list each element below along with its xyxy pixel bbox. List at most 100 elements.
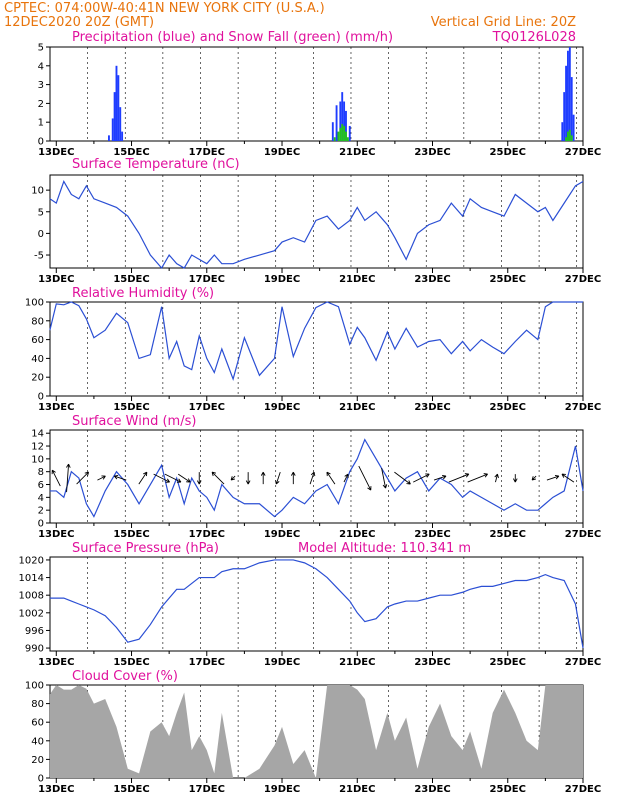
plot-frame	[49, 301, 584, 397]
y-tick-label: 1	[38, 118, 44, 129]
precip-bar	[121, 131, 124, 141]
x-date-label: 19DEC	[264, 529, 300, 540]
x-date-label: 13DEC	[38, 657, 74, 668]
y-tick-label: 80	[31, 316, 44, 327]
precip-bar	[119, 107, 122, 141]
wind-vector-arrow	[275, 471, 281, 485]
y-tick-label: 0	[38, 229, 44, 240]
y-tick-label: 5	[38, 43, 44, 54]
x-date-label: 23DEC	[414, 147, 450, 158]
x-date-label: 15DEC	[113, 402, 149, 413]
wind-vector-arrow	[394, 471, 411, 485]
x-date-label: 25DEC	[490, 147, 526, 158]
wind-vector-arrow	[381, 468, 388, 489]
x-date-label: 15DEC	[113, 657, 149, 668]
y-tick-label: 60	[31, 335, 44, 346]
wind-vector-arrow	[433, 474, 447, 481]
y-tick-label: 0	[38, 137, 44, 148]
x-date-label: 21DEC	[339, 657, 375, 668]
x-date-label: 19DEC	[264, 147, 300, 158]
wind-vector-arrow	[309, 471, 316, 485]
x-date-label: 17DEC	[189, 274, 225, 285]
wind-vector-arrow	[326, 471, 336, 485]
pressure-panel: Surface Pressure (hPa) Model Altitude: 1…	[19, 541, 602, 668]
wind-vector-arrow	[358, 465, 372, 491]
y-tick-label: 12	[31, 442, 44, 453]
wind-vector-arrow	[196, 472, 202, 485]
x-date-label: 23DEC	[414, 784, 450, 795]
wind-vector-arrow	[76, 471, 90, 485]
y-tick-label: 20	[31, 755, 44, 766]
wind-vector-arrow	[97, 475, 106, 481]
precip-bar	[331, 122, 334, 141]
x-date-label: 13DEC	[38, 784, 74, 795]
plot-frame	[49, 46, 584, 142]
x-date-label: 13DEC	[38, 529, 74, 540]
snow-bar	[345, 131, 347, 141]
header-run-time: 12DEC2020 20Z (GMT)	[4, 15, 154, 30]
wind-vector-arrow	[260, 471, 266, 485]
x-date-label: 21DEC	[339, 529, 375, 540]
precip-bar	[345, 110, 347, 141]
snow-bar	[567, 131, 569, 141]
wind-vector-arrow	[51, 469, 61, 487]
precip-bar	[565, 65, 568, 141]
y-tick-label: 990	[25, 644, 44, 655]
header-location: CPTEC: 074:00W-40:41N NEW YORK CITY (U.S…	[4, 1, 325, 16]
wind-title: Surface Wind (m/s)	[72, 414, 196, 429]
x-date-label: 17DEC	[189, 529, 225, 540]
x-date-label: 21DEC	[339, 147, 375, 158]
x-date-label: 25DEC	[490, 657, 526, 668]
temperature-line	[49, 180, 584, 270]
humidity-line	[49, 301, 583, 382]
snow-bar	[333, 137, 336, 141]
y-tick-label: 40	[31, 736, 44, 747]
x-date-label: 19DEC	[264, 657, 300, 668]
snow-bar	[343, 125, 346, 141]
x-date-label: 19DEC	[264, 402, 300, 413]
snow-bar	[570, 135, 573, 141]
precip-bar	[568, 47, 571, 141]
x-date-label: 13DEC	[38, 402, 74, 413]
y-tick-label: 100	[25, 298, 44, 309]
x-date-label: 27DEC	[565, 657, 601, 668]
y-tick-label: 6	[38, 480, 44, 491]
humidity-panel: Relative Humidity (%) 0 20 40 60 80 100 13DEC 1…	[25, 286, 601, 413]
wind-vector-arrow	[413, 473, 430, 483]
precip-bar	[108, 135, 110, 141]
y-tick-label: 10	[31, 186, 44, 197]
wind-vector-arrow	[343, 473, 349, 483]
y-tick-label: -5	[34, 251, 44, 262]
x-date-label: 27DEC	[565, 529, 601, 540]
x-date-label: 19DEC	[264, 784, 300, 795]
x-date-label: 23DEC	[414, 274, 450, 285]
x-date-label: 15DEC	[113, 147, 149, 158]
humidity-title: Relative Humidity (%)	[72, 286, 214, 301]
wind-vector-arrow	[113, 474, 127, 481]
x-date-label: 13DEC	[38, 274, 74, 285]
wind-vector-arrow	[546, 474, 560, 481]
header-grid-line: Vertical Grid Line: 20Z	[431, 15, 576, 30]
cloud-cover-title: Cloud Cover (%)	[72, 669, 178, 684]
x-date-label: 25DEC	[490, 784, 526, 795]
wind-vector-arrow	[561, 473, 575, 483]
plot-frame	[49, 174, 584, 269]
precip-bar	[339, 101, 342, 141]
wind-vector-arrow	[531, 475, 537, 481]
x-date-label: 25DEC	[490, 274, 526, 285]
temperature-panel: Surface Temperature (nC) -5 0 5 10 13DEC 15DE…	[31, 157, 601, 285]
y-tick-label: 2	[38, 99, 44, 110]
temperature-title: Surface Temperature (nC)	[72, 157, 240, 172]
precip-title: Precipitation (blue) and Snow Fall (gree…	[72, 30, 393, 45]
x-date-label: 17DEC	[189, 147, 225, 158]
precip-bar	[561, 122, 564, 141]
y-tick-label: 60	[31, 718, 44, 729]
x-date-label: 23DEC	[414, 657, 450, 668]
precip-bar	[563, 92, 566, 141]
wind-vector-arrow	[512, 474, 518, 483]
y-tick-label: 0	[38, 519, 44, 530]
snow-bar	[568, 129, 571, 141]
x-date-label: 17DEC	[189, 784, 225, 795]
wind-vector-arrow	[164, 473, 182, 483]
precip-bar	[567, 50, 569, 142]
